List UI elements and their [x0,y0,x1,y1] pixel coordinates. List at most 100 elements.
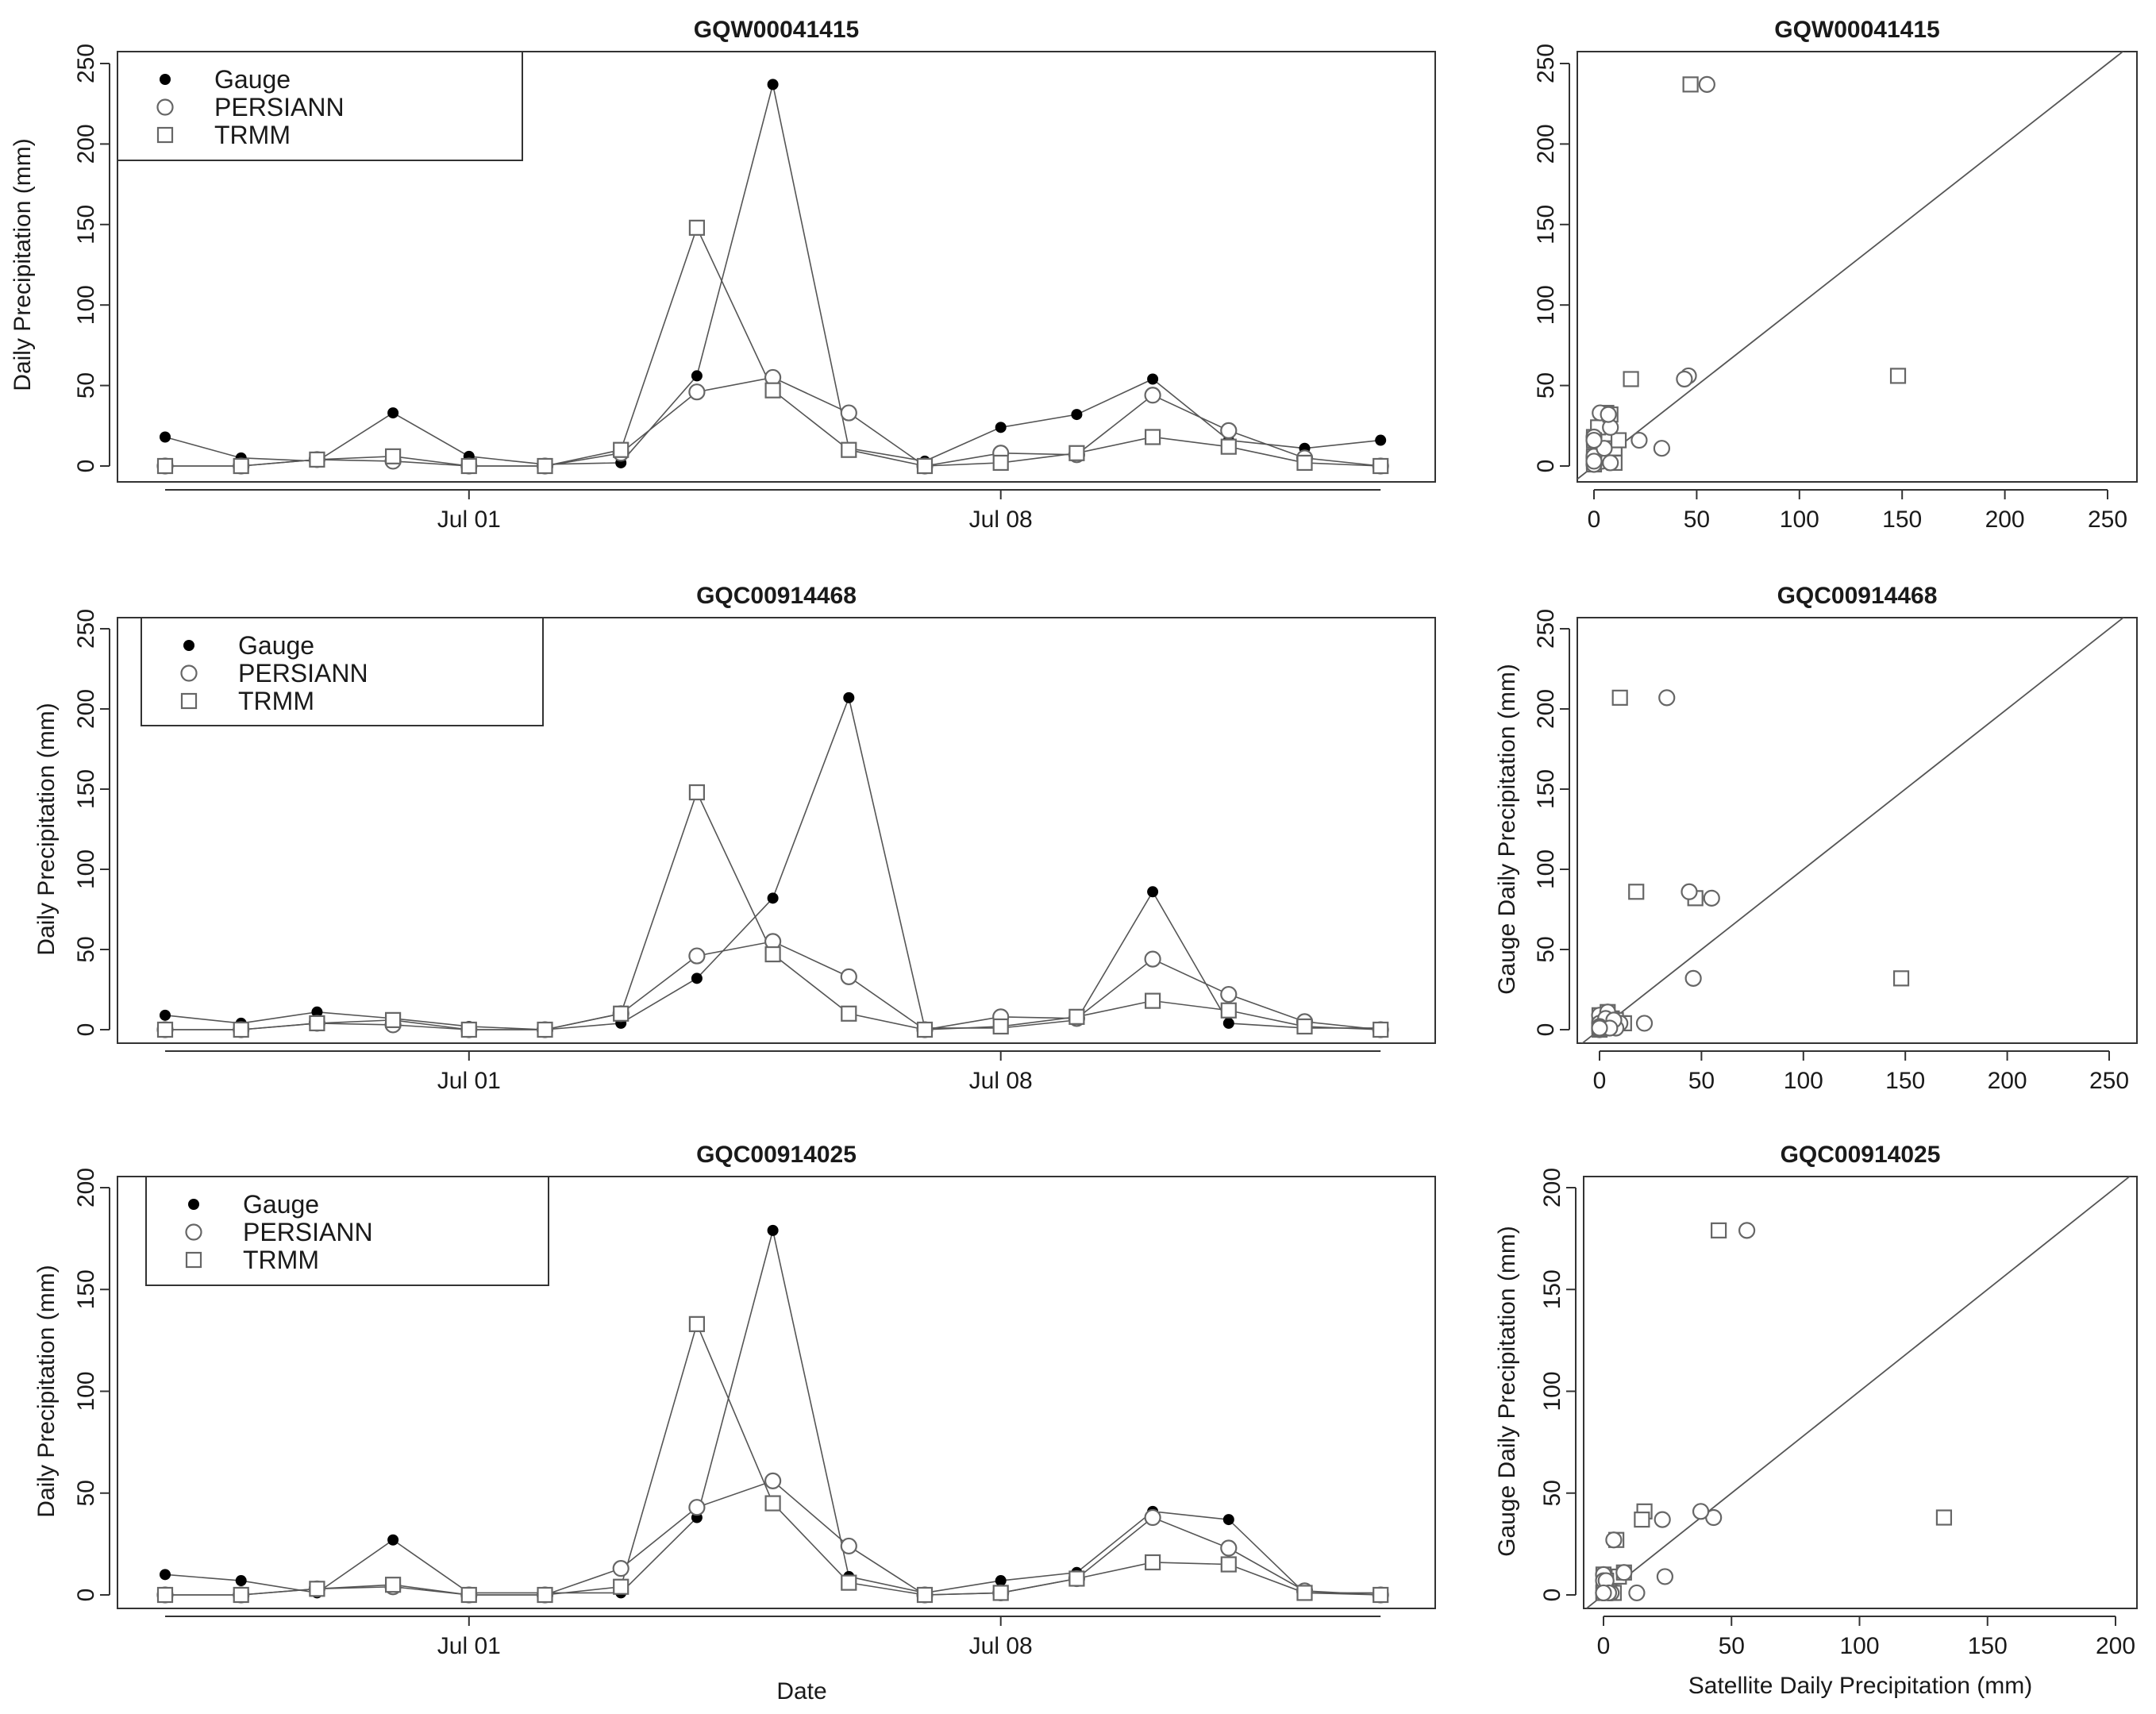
ts-gqc00914025-point-gauge-15 [1222,1514,1234,1526]
time-series-panel-gqc00914025: GQC00914025 0 50 100 150 200 Daily Precipitati… [33,1142,1436,1659]
ts-gqc00914468-point-trmm-1 [156,1021,174,1038]
ts-gqw00041415-point-gauge-17 [1375,434,1387,446]
scatter-gqc00914468-trmm-point-8 [1892,970,1910,987]
ts-gqw00041415-legend-label-trmm: TRMM [214,121,291,149]
scatter-gqw00041415-x-tick-label-150: 150 [1882,506,1922,533]
ts-gqc00914468-y-tick-label-0: 0 [73,1023,99,1037]
ts-gqc00914025-y-tick-label-200: 200 [73,1168,99,1208]
ts-gqc00914468-legend-marker-gauge [183,640,194,651]
ts-gqc00914025-point-trmm-15 [1220,1556,1237,1573]
ts-gqc00914468-y-tick-label-200: 200 [73,689,99,729]
scatter-panel-gqw00041415: GQW00041415 0 50 100 150 200 250 0 50 100 150 200 25… [1533,17,2138,533]
scatter-gqc00914025-y-tick-label-100: 100 [1539,1371,1565,1411]
ts-gqc00914025-y-axis-label: Daily Precipitation (mm) [33,1265,60,1517]
ts-gqc00914025-point-persiann-7 [612,1560,629,1577]
ts-gqc00914468-point-trmm-11 [916,1021,934,1038]
ts-gqw00041415-y-tick-label-200: 200 [73,124,99,164]
ts-gqc00914468-point-trmm-17 [1373,1021,1389,1038]
scatter-gqc00914025-trmm-point-8 [1935,1509,1953,1526]
scatter-gqc00914468-persiann-point-10 [1658,689,1676,707]
scatter-gqc00914025-plot-frame [1583,1176,2138,1609]
scatter-gqc00914025-one-to-one-line [1585,1177,2131,1608]
ts-gqc00914468-point-trmm-2 [233,1021,249,1038]
ts-gqc00914468-y-axis-label: Daily Precipitation (mm) [33,703,60,955]
ts-gqw00041415-point-trmm-7 [613,441,629,458]
ts-gqc00914025-point-trmm-1 [156,1586,174,1604]
scatter-gqw00041415-persiann-point-17 [1585,431,1603,449]
scatter-gqc00914025-x-tick-label-200: 200 [2096,1633,2135,1659]
ts-gqw00041415-x-tick-label-jul-08: Jul 08 [969,506,1033,533]
ts-gqw00041415-point-persiann-15 [1220,422,1238,439]
ts-gqc00914025-point-trmm-14 [1144,1554,1161,1571]
ts-gqc00914025-x-tick-label-jul-01: Jul 01 [437,1633,501,1659]
ts-gqw00041415-point-trmm-13 [1068,445,1085,461]
ts-gqw00041415-point-gauge-9 [767,79,779,91]
time-series-panel-gqw00041415: GQW00041415 0 50 100 150 200 250 Daily Precipit… [10,17,1436,533]
ts-gqw00041415-point-trmm-14 [1144,429,1161,445]
scatter-gqw00041415-persiann-point-13 [1600,406,1617,423]
ts-gqc00914025-y-tick-label-50: 50 [73,1480,99,1506]
ts-gqc00914025-point-trmm-12 [992,1585,1009,1601]
scatter-gqw00041415-y-tick-label-0: 0 [1533,460,1559,473]
ts-gqc00914468-point-trmm-14 [1144,992,1161,1009]
ts-gqc00914468-y-tick-label-100: 100 [73,849,99,889]
ts-gqc00914025-point-trmm-9 [764,1495,781,1512]
scatter-gqc00914468-y-tick-label-0: 0 [1533,1023,1559,1037]
ts-gqw00041415-point-trmm-15 [1220,438,1237,455]
scatter-gqc00914468-y-axis-label: Gauge Daily Precipitation (mm) [1494,664,1520,995]
ts-gqc00914025-point-trmm-3 [309,1581,325,1597]
ts-gqc00914025-point-persiann-10 [840,1537,857,1555]
ts-gqc00914025-point-trmm-10 [841,1574,857,1591]
ts-gqw00041415-point-gauge-12 [995,422,1007,433]
ts-gqw00041415-x-tick-label-jul-01: Jul 01 [437,506,501,533]
scatter-gqc00914468-y-tick-label-200: 200 [1533,689,1559,729]
ts-gqc00914025-point-persiann-14 [1144,1508,1161,1527]
ts-gqw00041415-point-trmm-12 [992,454,1009,472]
ts-gqc00914025-legend-label-trmm: TRMM [243,1246,319,1274]
ts-gqc00914468-series-line-trmm [165,790,1381,1030]
ts-gqc00914025-point-gauge-2 [235,1575,247,1587]
ts-gqc00914025-legend-marker-trmm [185,1251,202,1269]
ts-gqc00914468-legend-marker-persiann [180,664,198,682]
ts-gqc00914468-point-trmm-12 [992,1018,1009,1035]
ts-gqc00914025-y-tick-label-150: 150 [73,1269,99,1309]
scatter-gqc00914025-persiann-point-10 [1656,1568,1673,1585]
ts-gqc00914025-plot-frame [117,1176,1436,1609]
ts-gqc00914025-point-trmm-8 [688,1315,706,1332]
scatter-gqc00914468-title: GQC00914468 [1777,583,1938,609]
scatter-gqw00041415-x-tick-label-0: 0 [1588,506,1601,533]
scatter-gqc00914468-persiann-point-14 [1681,883,1698,900]
scatter-panel-gqc00914468: GQC00914468 0 50 100 150 200 250 Gauge Daily Pr… [1494,583,2138,1094]
ts-gqw00041415-y-tick-label-100: 100 [73,285,99,325]
ts-gqc00914025-legend-marker-persiann [185,1223,202,1241]
scatter-gqc00914025-x-tick-label-100: 100 [1839,1633,1879,1659]
scatter-gqw00041415-persiann-point-11 [1585,453,1603,470]
ts-gqc00914468-point-gauge-3 [311,1006,323,1018]
ts-gqc00914025-point-gauge-4 [387,1534,399,1546]
ts-gqc00914468-point-trmm-5 [460,1021,477,1038]
scatter-gqc00914025-y-tick-label-150: 150 [1539,1269,1565,1309]
ts-gqw00041415-point-trmm-6 [537,457,553,475]
ts-gqc00914025-point-gauge-1 [160,1569,171,1581]
ts-gqw00041415-point-gauge-1 [160,431,171,443]
ts-gqc00914468-point-trmm-10 [841,1005,857,1022]
scatter-gqc00914025-trmm-point-9 [1711,1222,1727,1238]
scatter-gqw00041415-persiann-point-10 [1653,440,1671,457]
scatter-gqc00914025-persiann-point-14 [1692,1503,1710,1520]
ts-gqw00041415-point-trmm-11 [916,457,934,475]
ts-gqc00914025-point-trmm-5 [460,1586,477,1604]
ts-gqw00041415-point-trmm-4 [385,448,402,464]
ts-gqc00914468-point-persiann-8 [688,947,706,965]
ts-gqw00041415-point-trmm-17 [1373,457,1389,475]
scatter-gqw00041415-x-tick-label-100: 100 [1780,506,1819,533]
ts-gqw00041415-point-gauge-4 [387,407,399,419]
scatter-panel-gqc00914025: GQC00914025 0 50 100 150 200 Gauge Daily Preci… [1494,1142,2138,1699]
ts-gqc00914468-point-persiann-15 [1220,985,1238,1003]
ts-gqw00041415-legend-marker-trmm [156,126,174,144]
scatter-gqc00914468-y-tick-label-100: 100 [1533,849,1559,889]
ts-gqw00041415-y-tick-label-0: 0 [73,460,99,473]
ts-gqc00914468-y-tick-label-50: 50 [73,936,99,962]
ts-gqc00914468-point-trmm-7 [613,1005,629,1022]
ts-gqc00914468-point-persiann-14 [1144,950,1161,968]
scatter-gqc00914468-persiann-point-9 [1703,889,1720,907]
